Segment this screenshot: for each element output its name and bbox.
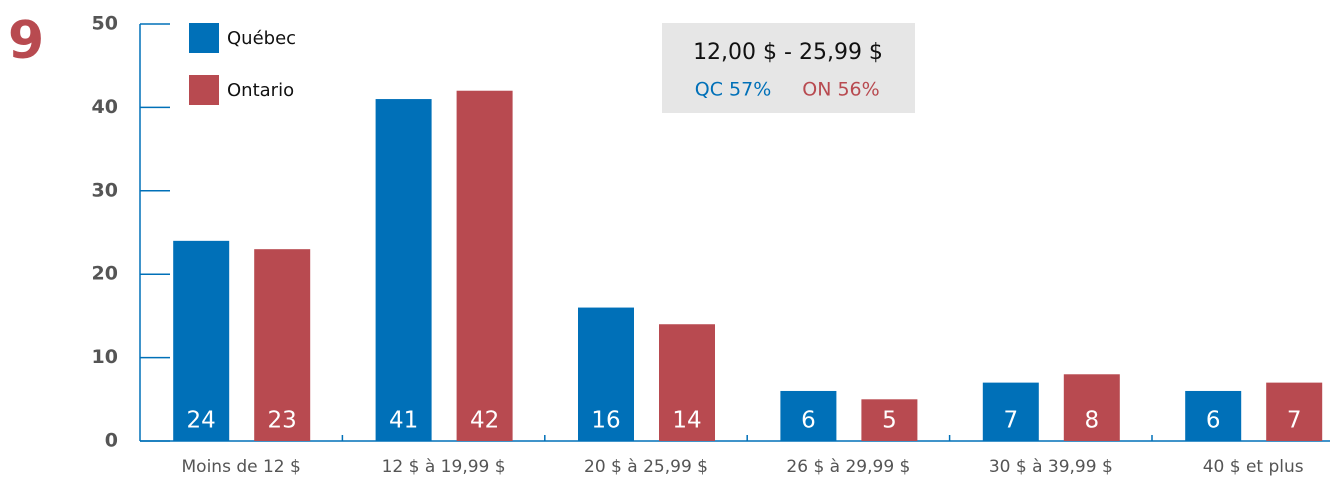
y-tick-label: 0 (105, 430, 118, 452)
value-label: 16 (591, 408, 620, 434)
bar (578, 307, 634, 441)
value-label: 41 (389, 408, 418, 434)
bar (780, 390, 837, 441)
bar (1185, 390, 1242, 441)
value-label: 6 (801, 408, 816, 434)
value-label: 23 (268, 408, 297, 434)
value-label: 24 (187, 408, 216, 434)
x-tick-label: 26 $ à 29,99 $ (786, 457, 910, 477)
y-tick-label: 20 (92, 263, 118, 285)
bar (456, 90, 513, 441)
legend-label: Québec (227, 28, 296, 49)
value-label: 7 (1287, 408, 1302, 434)
bar (982, 382, 1039, 441)
y-tick-label: 10 (92, 346, 118, 368)
bar (173, 240, 230, 441)
annotation-item: QC 57% (695, 79, 772, 101)
bar (861, 399, 918, 441)
bar (375, 99, 432, 441)
x-tick-label: Moins de 12 $ (182, 457, 301, 477)
x-tick-label: 12 $ à 19,99 $ (382, 457, 506, 477)
y-tick-label: 40 (92, 96, 118, 118)
annotation-box (662, 23, 915, 113)
value-label: 42 (470, 408, 499, 434)
legend-swatch (189, 75, 219, 105)
bar (1063, 374, 1120, 441)
x-tick-label: 20 $ à 25,99 $ (584, 457, 708, 477)
value-label: 5 (882, 408, 897, 434)
x-tick-label: 30 $ à 39,99 $ (989, 457, 1113, 477)
y-tick-label: 50 (92, 13, 118, 35)
x-tick-label: 40 $ et plus (1203, 457, 1304, 477)
legend-swatch (189, 23, 219, 53)
figure-number: 9 (8, 11, 44, 71)
legend-label: Ontario (227, 80, 294, 101)
annotation-item: ON 56% (802, 79, 879, 101)
value-label: 8 (1084, 408, 1099, 434)
y-tick-label: 30 (92, 179, 118, 201)
value-label: 6 (1206, 408, 1221, 434)
bar (1266, 382, 1323, 441)
value-label: 7 (1003, 408, 1018, 434)
value-label: 14 (672, 408, 701, 434)
bar (254, 249, 311, 441)
annotation-title: 12,00 $ - 25,99 $ (693, 40, 883, 65)
bar (659, 324, 715, 441)
